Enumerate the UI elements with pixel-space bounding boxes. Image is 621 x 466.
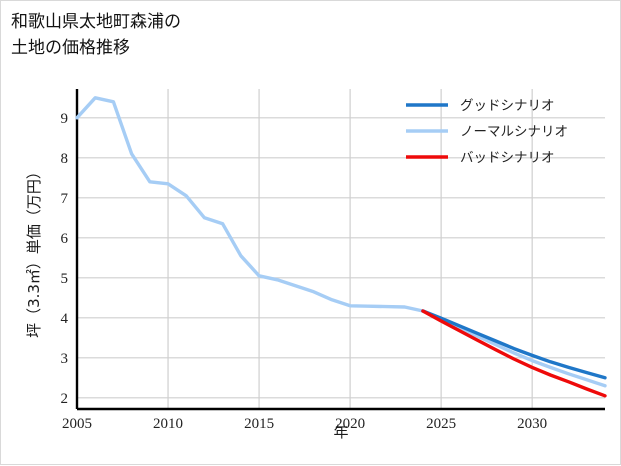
y-tick-6: 6	[61, 231, 69, 247]
y-axis-tick-labels: 2 3 4 5 6 7 8 9	[61, 111, 69, 407]
axis-lines	[75, 89, 605, 411]
x-axis-tick-labels: 2005 2010 2015 2020 2025 2030	[62, 416, 547, 432]
y-axis-title: 坪（3.3㎡）単価（万円）	[25, 164, 43, 338]
legend-label-2: バッドシナリオ	[460, 150, 555, 166]
x-tick-2025: 2025	[426, 416, 456, 432]
y-tick-3: 3	[61, 351, 69, 367]
page-title-line-1: 土地の価格推移	[11, 38, 130, 58]
grid-lines	[76, 89, 605, 409]
page-title-line-0: 和歌山県太地町森浦の	[11, 12, 181, 32]
x-tick-2010: 2010	[153, 416, 183, 432]
x-axis-title: 年	[333, 423, 348, 441]
page-title: 和歌山県太地町森浦の 土地の価格推移	[11, 9, 431, 61]
x-tick-2015: 2015	[244, 416, 274, 432]
y-tick-8: 8	[61, 151, 69, 167]
y-tick-9: 9	[61, 111, 69, 127]
series-line-ノーマルシナリオ	[75, 96, 607, 388]
x-tick-2005: 2005	[62, 416, 92, 432]
y-tick-4: 4	[61, 311, 69, 327]
legend-label-1: ノーマルシナリオ	[460, 124, 568, 140]
y-tick-7: 7	[61, 191, 69, 207]
legend-label-0: グッドシナリオ	[460, 98, 555, 114]
x-tick-2030: 2030	[517, 416, 547, 432]
y-tick-5: 5	[61, 271, 69, 287]
data-series	[75, 96, 607, 398]
y-tick-2: 2	[61, 391, 69, 407]
x-tick-2020: 2020	[335, 416, 365, 432]
series-line-バッドシナリオ	[421, 309, 607, 398]
series-line-グッドシナリオ	[421, 309, 607, 380]
